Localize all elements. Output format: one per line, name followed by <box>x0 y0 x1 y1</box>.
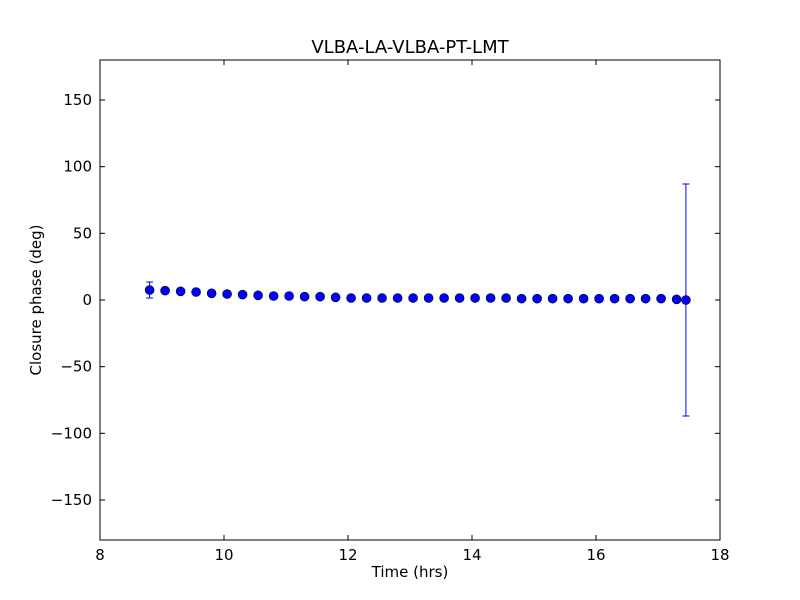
data-point <box>424 294 433 303</box>
y-tick-label: −150 <box>51 491 92 509</box>
data-point <box>548 294 557 303</box>
x-axis-label: Time (hrs) <box>371 563 449 581</box>
data-point <box>440 294 449 303</box>
data-point <box>378 294 387 303</box>
data-point <box>316 292 325 301</box>
data-point <box>517 294 526 303</box>
data-point <box>223 290 232 299</box>
data-point <box>269 292 278 301</box>
y-axis-label: Closure phase (deg) <box>27 225 45 376</box>
data-point <box>409 294 418 303</box>
data-point <box>672 295 681 304</box>
data-point <box>533 294 542 303</box>
data-point <box>564 294 573 303</box>
data-point <box>362 294 371 303</box>
data-point <box>657 294 666 303</box>
y-tick-label: 100 <box>63 158 92 176</box>
data-point <box>254 291 263 300</box>
x-tick-label: 18 <box>710 546 729 564</box>
data-point <box>331 293 340 302</box>
y-tick-label: −50 <box>60 358 92 376</box>
y-tick-label: 150 <box>63 91 92 109</box>
data-point <box>579 294 588 303</box>
data-point <box>641 294 650 303</box>
y-tick-label: −100 <box>51 424 92 442</box>
x-tick-label: 12 <box>338 546 357 564</box>
y-tick-label: 0 <box>82 291 92 309</box>
data-point <box>145 286 154 295</box>
data-point <box>285 292 294 301</box>
chart-title: VLBA-LA-VLBA-PT-LMT <box>311 37 509 58</box>
data-point <box>176 287 185 296</box>
data-point <box>455 294 464 303</box>
data-point <box>300 292 309 301</box>
data-point <box>393 294 402 303</box>
data-point <box>207 289 216 298</box>
data-point <box>626 294 635 303</box>
data-point <box>161 286 170 295</box>
data-point <box>192 288 201 297</box>
data-point <box>347 294 356 303</box>
x-tick-label: 10 <box>214 546 233 564</box>
data-point <box>681 296 690 305</box>
x-tick-label: 16 <box>586 546 605 564</box>
data-point <box>238 290 247 299</box>
data-point <box>502 294 511 303</box>
data-point <box>486 294 495 303</box>
x-tick-label: 8 <box>95 546 105 564</box>
y-tick-label: 50 <box>73 224 92 242</box>
data-point <box>471 294 480 303</box>
data-point <box>610 294 619 303</box>
data-point <box>595 294 604 303</box>
x-tick-label: 14 <box>462 546 481 564</box>
